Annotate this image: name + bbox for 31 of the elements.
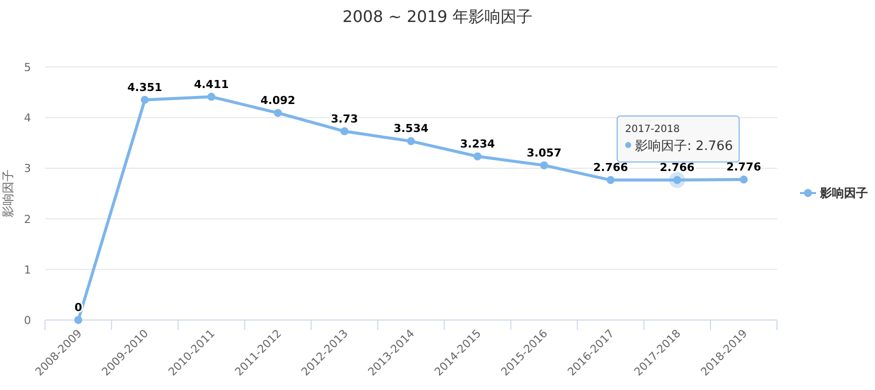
- data-label: 4.351: [127, 80, 162, 94]
- y-tick-label: 1: [24, 263, 31, 276]
- data-label: 2.766: [593, 161, 628, 174]
- y-tick-label: 3: [24, 162, 31, 176]
- data-label: 2.776: [726, 160, 762, 174]
- y-tick-label: 2: [24, 212, 31, 226]
- point: [274, 108, 282, 117]
- point: [140, 96, 149, 104]
- data-label: 4.411: [194, 78, 229, 91]
- annotation: 2017-2018 影响因子: 2.766: [625, 124, 733, 154]
- chart-title: 2008 ~ 2019 年影响因子: [342, 7, 533, 26]
- point: [407, 137, 415, 146]
- point: [340, 127, 348, 136]
- data-label: 2.766: [660, 161, 695, 174]
- data-label: 3.534: [394, 122, 429, 136]
- point: [474, 152, 482, 160]
- data-label: 4.092: [260, 94, 296, 107]
- point: [606, 176, 615, 184]
- y-tick-label: 0: [24, 314, 31, 327]
- data-label: 3.234: [460, 137, 496, 150]
- data-label: 3.057: [526, 146, 562, 160]
- point: [74, 316, 82, 324]
- legend-label: 影响因子: [819, 186, 868, 200]
- y-axis-title: 影响因子: [1, 170, 15, 218]
- data-label: 3.73: [330, 112, 358, 126]
- y-tick-label: 5: [24, 61, 31, 74]
- point: [207, 92, 216, 101]
- point: [740, 176, 748, 184]
- y-tick-label: 4: [24, 112, 31, 125]
- point: [540, 161, 548, 170]
- data-label: 0: [74, 301, 82, 314]
